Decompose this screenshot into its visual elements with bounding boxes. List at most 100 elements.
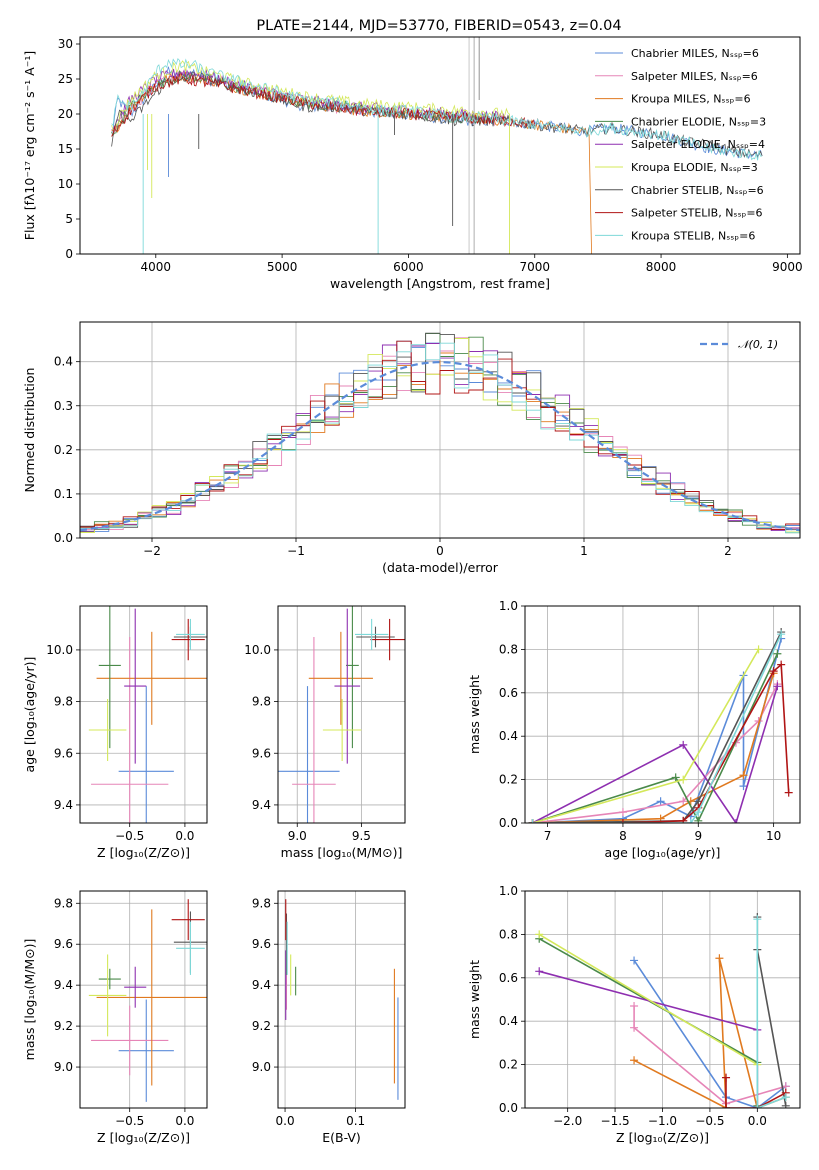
x-axis-label: (data-model)/error bbox=[382, 560, 499, 575]
y-tick-label: 0.2 bbox=[54, 443, 73, 457]
mass-weight-marker bbox=[781, 1101, 790, 1108]
y-tick-label: 0.2 bbox=[499, 773, 518, 787]
x-axis-label: wavelength [Angstrom, rest frame] bbox=[330, 276, 550, 291]
mass-weight-line bbox=[532, 673, 775, 823]
mass-weight-marker bbox=[784, 788, 793, 797]
mass-weight-marker bbox=[535, 930, 544, 939]
x-tick-label: −1.5 bbox=[601, 1114, 630, 1128]
y-tick-label: 5 bbox=[65, 212, 73, 226]
mass-weight-line bbox=[532, 631, 782, 823]
x-tick-label: 0.0 bbox=[175, 1114, 194, 1128]
mass-weight-marker bbox=[753, 915, 762, 924]
mass-weight-marker bbox=[686, 819, 695, 823]
y-tick-label: 25 bbox=[58, 72, 73, 86]
mass-weight-marker bbox=[630, 1056, 639, 1065]
mass-weight-line bbox=[538, 933, 758, 1066]
x-tick-label: 4000 bbox=[141, 260, 172, 274]
y-tick-label: 9.0 bbox=[54, 1060, 73, 1074]
x-tick-label: 0.0 bbox=[748, 1114, 767, 1128]
x-tick-label: 9.5 bbox=[352, 829, 371, 843]
mass-weight-marker bbox=[781, 1093, 790, 1102]
mass-weight-marker bbox=[754, 645, 763, 654]
mass-weight-marker bbox=[739, 782, 748, 791]
mass-weight-marker bbox=[535, 967, 544, 976]
mass-weight-line bbox=[532, 686, 779, 823]
x-tick-label: −0.5 bbox=[115, 1114, 144, 1128]
axes-frame bbox=[277, 890, 406, 1109]
x-axis-label: mass [log₁₀(M/M⊙)] bbox=[281, 845, 403, 860]
spectrum-series-line bbox=[111, 58, 763, 161]
legend-entry: Kroupa STELIB, Nₛₛₚ=6 bbox=[631, 229, 755, 242]
mass-weight-marker bbox=[679, 775, 688, 784]
panel-massweight-vs-z: −2.0 −1.5 −1.0 −0.5 0.0 0.0 0.2 0.4 0.6 0.8 1.0 Z [… bbox=[467, 884, 801, 1145]
x-tick-label: 9000 bbox=[772, 260, 803, 274]
plot-area bbox=[111, 37, 763, 254]
x-tick-label: 7 bbox=[544, 829, 552, 843]
legend-entry: Kroupa MILES, Nₛₛₚ=6 bbox=[631, 93, 751, 106]
y-tick-label: 9.4 bbox=[252, 978, 271, 992]
mass-weight-marker bbox=[739, 771, 748, 780]
y-tick-label: 9.2 bbox=[252, 1019, 271, 1033]
y-tick-label: 1.0 bbox=[499, 884, 518, 898]
y-tick-label: 10 bbox=[58, 177, 73, 191]
x-tick-label: 9.0 bbox=[288, 829, 307, 843]
spectrum-series-line bbox=[111, 71, 592, 254]
spectrum-series-line bbox=[111, 70, 510, 137]
legend-entry: Chabrier STELIB, Nₛₛₚ=6 bbox=[631, 184, 764, 197]
y-tick-label: 9.2 bbox=[54, 1019, 73, 1033]
x-axis-label: Z [log₁₀(Z/Z⊙)] bbox=[616, 1130, 709, 1145]
axes-frame bbox=[524, 605, 801, 824]
y-tick-label: 0.0 bbox=[499, 1101, 518, 1115]
legend-entry: Salpeter STELIB, Nₛₛₚ=6 bbox=[631, 207, 763, 220]
x-tick-label: 0.0 bbox=[175, 829, 194, 843]
mass-weight-marker bbox=[722, 1073, 731, 1082]
mass-weight-marker bbox=[715, 954, 724, 963]
x-tick-label: −0.5 bbox=[115, 829, 144, 843]
y-tick-label: 9.8 bbox=[252, 896, 271, 910]
y-tick-label: 30 bbox=[58, 37, 73, 51]
x-axis-label: E(B-V) bbox=[322, 1130, 361, 1145]
y-tick-label: 0.3 bbox=[54, 399, 73, 413]
y-tick-label: 1.0 bbox=[499, 599, 518, 613]
legend-entry: Salpeter ELODIE, Nₛₛₚ=4 bbox=[631, 138, 765, 151]
panel-age-vs-mass: 9.0 9.5 9.4 9.6 9.8 10.0 mass [log₁₀(M/M⊙)] bbox=[244, 605, 406, 860]
y-tick-label: 9.6 bbox=[252, 746, 271, 760]
legend-entry: Kroupa ELODIE, Nₛₛₚ=3 bbox=[631, 161, 758, 174]
y-tick-label: 0.4 bbox=[499, 729, 518, 743]
histogram-step bbox=[80, 340, 800, 530]
y-tick-label: 9.4 bbox=[252, 798, 271, 812]
y-tick-label: 0.1 bbox=[54, 487, 73, 501]
y-axis-label: mass weight bbox=[467, 675, 482, 754]
mass-weight-marker bbox=[679, 816, 688, 823]
panel-massweight-vs-age: 7 8 9 10 0.0 0.2 0.4 0.6 0.8 1.0 age [log₁₀(age/yr… bbox=[467, 599, 801, 860]
y-tick-label: 15 bbox=[58, 142, 73, 156]
x-tick-label: 10 bbox=[766, 829, 781, 843]
y-tick-label: 0.8 bbox=[499, 927, 518, 941]
x-tick-label: −0.5 bbox=[695, 1114, 724, 1128]
axes-frame bbox=[79, 36, 801, 255]
spectrum-series-line bbox=[111, 60, 510, 131]
y-tick-label: 0.4 bbox=[54, 355, 73, 369]
x-axis-label: age [log₁₀(age/yr)] bbox=[605, 845, 721, 860]
plot-area bbox=[88, 899, 207, 1102]
x-tick-label: 2 bbox=[724, 544, 732, 558]
legend-entry: Chabrier ELODIE, Nₛₛₚ=3 bbox=[631, 115, 766, 128]
mass-weight-marker bbox=[630, 1023, 639, 1032]
mass-weight-marker bbox=[777, 630, 786, 639]
y-tick-label: 0.0 bbox=[499, 816, 518, 830]
axes-frame bbox=[277, 605, 406, 824]
y-axis-label: Flux [fλ10⁻¹⁷ erg cm⁻² s⁻¹ A⁻¹] bbox=[22, 51, 37, 240]
x-tick-label: 8 bbox=[619, 829, 627, 843]
panel-spectrum: 4000 5000 6000 7000 8000 9000 0 5 10 15 20 25 30 wave… bbox=[22, 36, 803, 291]
mass-weight-marker bbox=[618, 808, 627, 817]
mass-weight-marker bbox=[679, 740, 688, 749]
mass-weight-marker bbox=[618, 819, 627, 823]
x-tick-label: 5000 bbox=[267, 260, 298, 274]
mass-weight-marker bbox=[671, 773, 680, 782]
mass-weight-marker bbox=[769, 667, 778, 676]
y-tick-label: 0.4 bbox=[499, 1014, 518, 1028]
plot-area bbox=[278, 606, 405, 823]
x-tick-label: −2 bbox=[143, 544, 161, 558]
mass-weight-line bbox=[756, 917, 787, 1106]
